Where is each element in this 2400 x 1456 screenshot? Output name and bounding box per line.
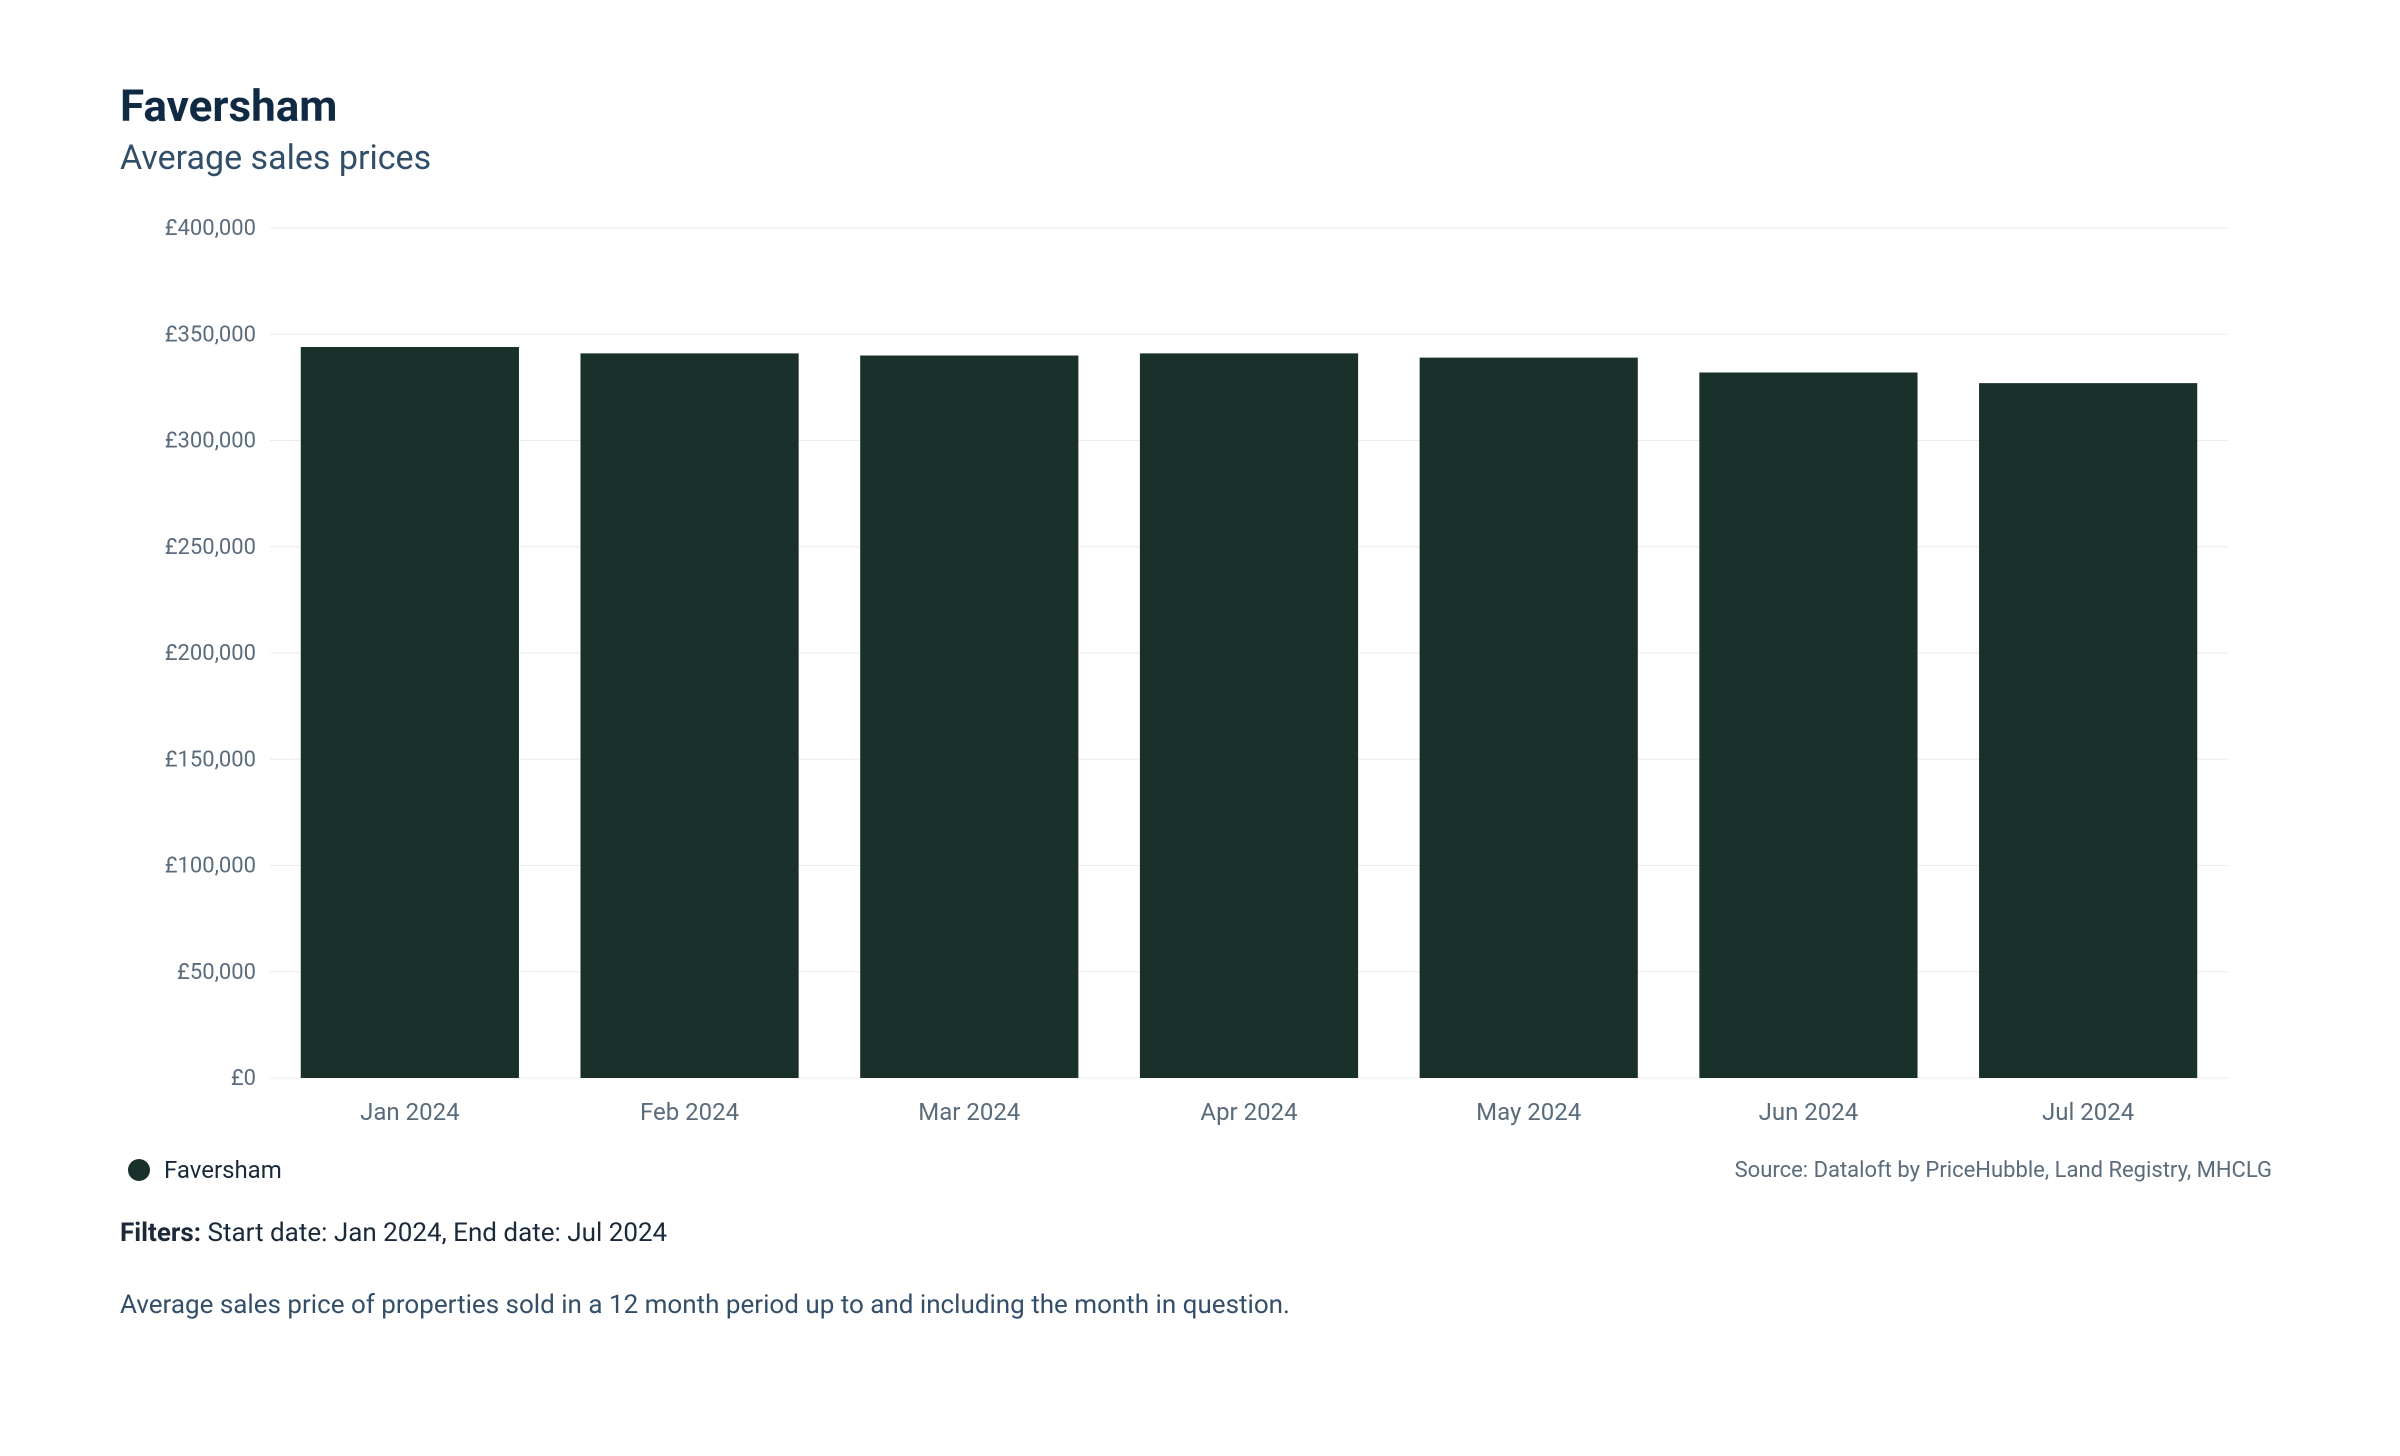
y-axis-tick-label: £0 (231, 1066, 256, 1091)
x-axis-tick-label: Jul 2024 (2042, 1098, 2134, 1126)
y-axis-tick-label: £50,000 (177, 960, 256, 985)
x-axis-tick-label: May 2024 (1476, 1098, 1581, 1126)
filters-line: Filters: Start date: Jan 2024, End date:… (120, 1218, 2280, 1248)
x-axis-tick-label: Jan 2024 (360, 1098, 459, 1126)
y-axis-tick-label: £300,000 (165, 429, 256, 454)
filters-label: Filters: (120, 1218, 201, 1248)
chart-title: Faversham (120, 80, 2280, 132)
chart-subtitle: Average sales prices (120, 138, 2280, 178)
bar (1420, 358, 1638, 1078)
y-axis-tick-label: £100,000 (165, 854, 256, 879)
bar (580, 353, 798, 1078)
legend-row: Faversham Source: Dataloft by PriceHubbl… (120, 1156, 2280, 1184)
y-axis-tick-label: £250,000 (165, 535, 256, 560)
chart-source: Source: Dataloft by PriceHubble, Land Re… (1735, 1158, 2272, 1183)
y-axis-tick-label: £400,000 (165, 218, 256, 241)
legend-dot-icon (128, 1159, 150, 1181)
bar (301, 347, 519, 1078)
chart-container: £0 £50,000 £100,000 £150,000 £200,000 £250,00… (120, 218, 2280, 1184)
x-axis-tick-label: Jun 2024 (1759, 1098, 1859, 1126)
bar (1979, 383, 2197, 1078)
bar (1699, 373, 1917, 1079)
y-axis-tick-label: £350,000 (165, 322, 256, 347)
x-axis-tick-label: Feb 2024 (640, 1098, 739, 1126)
y-axis-tick-label: £150,000 (165, 747, 256, 772)
legend: Faversham (128, 1156, 282, 1184)
page-root: Faversham Average sales prices £0 £50,000… (0, 0, 2400, 1360)
bar (860, 356, 1078, 1079)
chart-footnote: Average sales price of properties sold i… (120, 1290, 2280, 1320)
y-axis-tick-label: £200,000 (165, 641, 256, 666)
x-axis-tick-label: Mar 2024 (918, 1098, 1020, 1126)
legend-series-label: Faversham (164, 1156, 282, 1184)
bar-chart: £0 £50,000 £100,000 £150,000 £200,000 £250,00… (120, 218, 2240, 1138)
x-axis-tick-label: Apr 2024 (1200, 1098, 1297, 1126)
filters-text: Start date: Jan 2024, End date: Jul 2024 (208, 1218, 668, 1248)
bar (1140, 353, 1358, 1078)
